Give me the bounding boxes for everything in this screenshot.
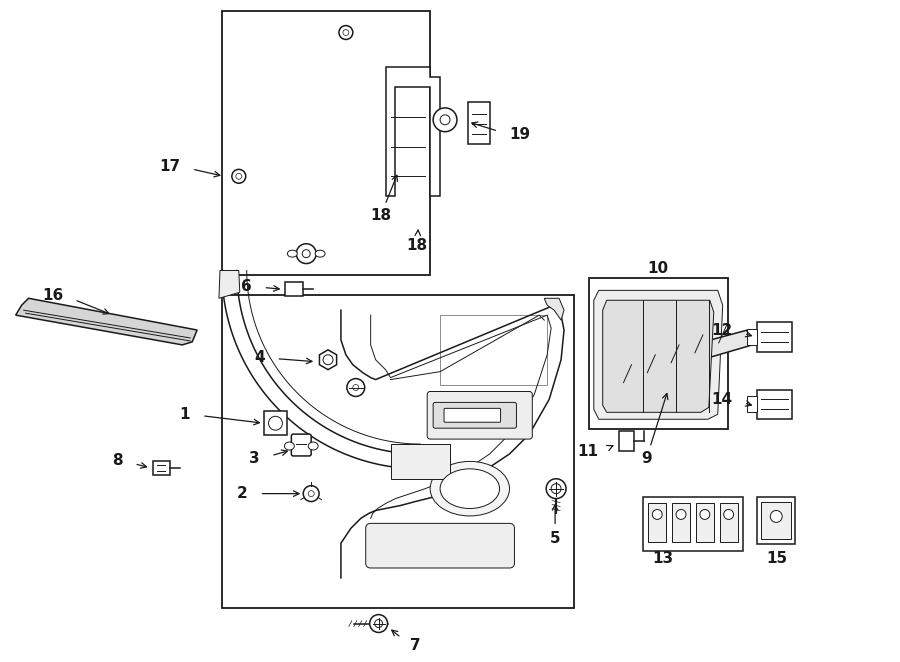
Circle shape (374, 620, 382, 628)
Circle shape (433, 108, 457, 132)
Circle shape (440, 115, 450, 124)
Polygon shape (385, 68, 440, 196)
Ellipse shape (430, 461, 509, 516)
Bar (648, 502, 666, 542)
Bar (468, 102, 490, 144)
Circle shape (308, 491, 314, 496)
Ellipse shape (315, 250, 325, 257)
Text: 17: 17 (159, 159, 180, 174)
Circle shape (346, 379, 364, 397)
Bar (222, 11, 430, 275)
Text: 4: 4 (254, 350, 265, 365)
Polygon shape (594, 291, 723, 419)
Polygon shape (608, 330, 758, 389)
Circle shape (676, 510, 686, 520)
Bar (761, 502, 791, 540)
Text: 11: 11 (578, 444, 599, 459)
Circle shape (343, 30, 349, 36)
Text: 14: 14 (712, 392, 733, 407)
Circle shape (546, 479, 566, 498)
Ellipse shape (287, 250, 297, 257)
FancyBboxPatch shape (428, 391, 532, 439)
Bar (758, 322, 792, 352)
Circle shape (296, 244, 316, 263)
Bar (285, 283, 303, 297)
Ellipse shape (308, 442, 318, 450)
Circle shape (370, 614, 388, 632)
Polygon shape (544, 299, 564, 320)
Circle shape (268, 416, 283, 430)
Text: 1: 1 (180, 406, 190, 422)
Text: 13: 13 (652, 551, 674, 565)
Circle shape (236, 173, 242, 179)
Ellipse shape (440, 469, 500, 508)
FancyBboxPatch shape (433, 402, 517, 428)
Text: 8: 8 (112, 453, 122, 469)
FancyBboxPatch shape (391, 444, 450, 479)
Bar (589, 279, 728, 429)
Text: 18: 18 (370, 209, 392, 224)
Bar (264, 411, 287, 435)
FancyBboxPatch shape (365, 524, 515, 568)
Bar (222, 295, 574, 608)
Circle shape (652, 510, 662, 520)
Polygon shape (219, 271, 239, 299)
Bar (720, 502, 738, 542)
Circle shape (770, 510, 782, 522)
Bar (696, 502, 714, 542)
Bar (748, 329, 758, 345)
Text: 10: 10 (648, 261, 669, 276)
Polygon shape (15, 299, 197, 345)
Circle shape (551, 484, 561, 494)
Text: 9: 9 (641, 451, 652, 467)
Circle shape (303, 486, 320, 502)
Circle shape (724, 510, 733, 520)
Text: 5: 5 (550, 531, 561, 545)
Text: 19: 19 (509, 127, 531, 142)
Circle shape (302, 250, 310, 258)
Ellipse shape (284, 442, 294, 450)
Bar (152, 461, 170, 475)
Text: 18: 18 (407, 238, 428, 254)
Text: 6: 6 (241, 279, 252, 294)
Bar (672, 502, 690, 542)
FancyBboxPatch shape (292, 434, 311, 456)
Circle shape (323, 355, 333, 365)
Bar (758, 389, 792, 419)
Bar (748, 397, 758, 412)
Polygon shape (603, 301, 714, 412)
Circle shape (339, 26, 353, 40)
FancyBboxPatch shape (444, 408, 500, 422)
Text: 3: 3 (249, 451, 259, 467)
Text: 12: 12 (711, 322, 733, 338)
Circle shape (353, 385, 359, 391)
Text: 2: 2 (237, 486, 248, 501)
Text: 16: 16 (42, 288, 63, 303)
Circle shape (232, 169, 246, 183)
Circle shape (700, 510, 710, 520)
Bar (758, 496, 795, 544)
Bar (618, 431, 634, 451)
Text: 15: 15 (767, 551, 788, 565)
Bar (644, 496, 742, 551)
Text: 7: 7 (410, 638, 421, 653)
